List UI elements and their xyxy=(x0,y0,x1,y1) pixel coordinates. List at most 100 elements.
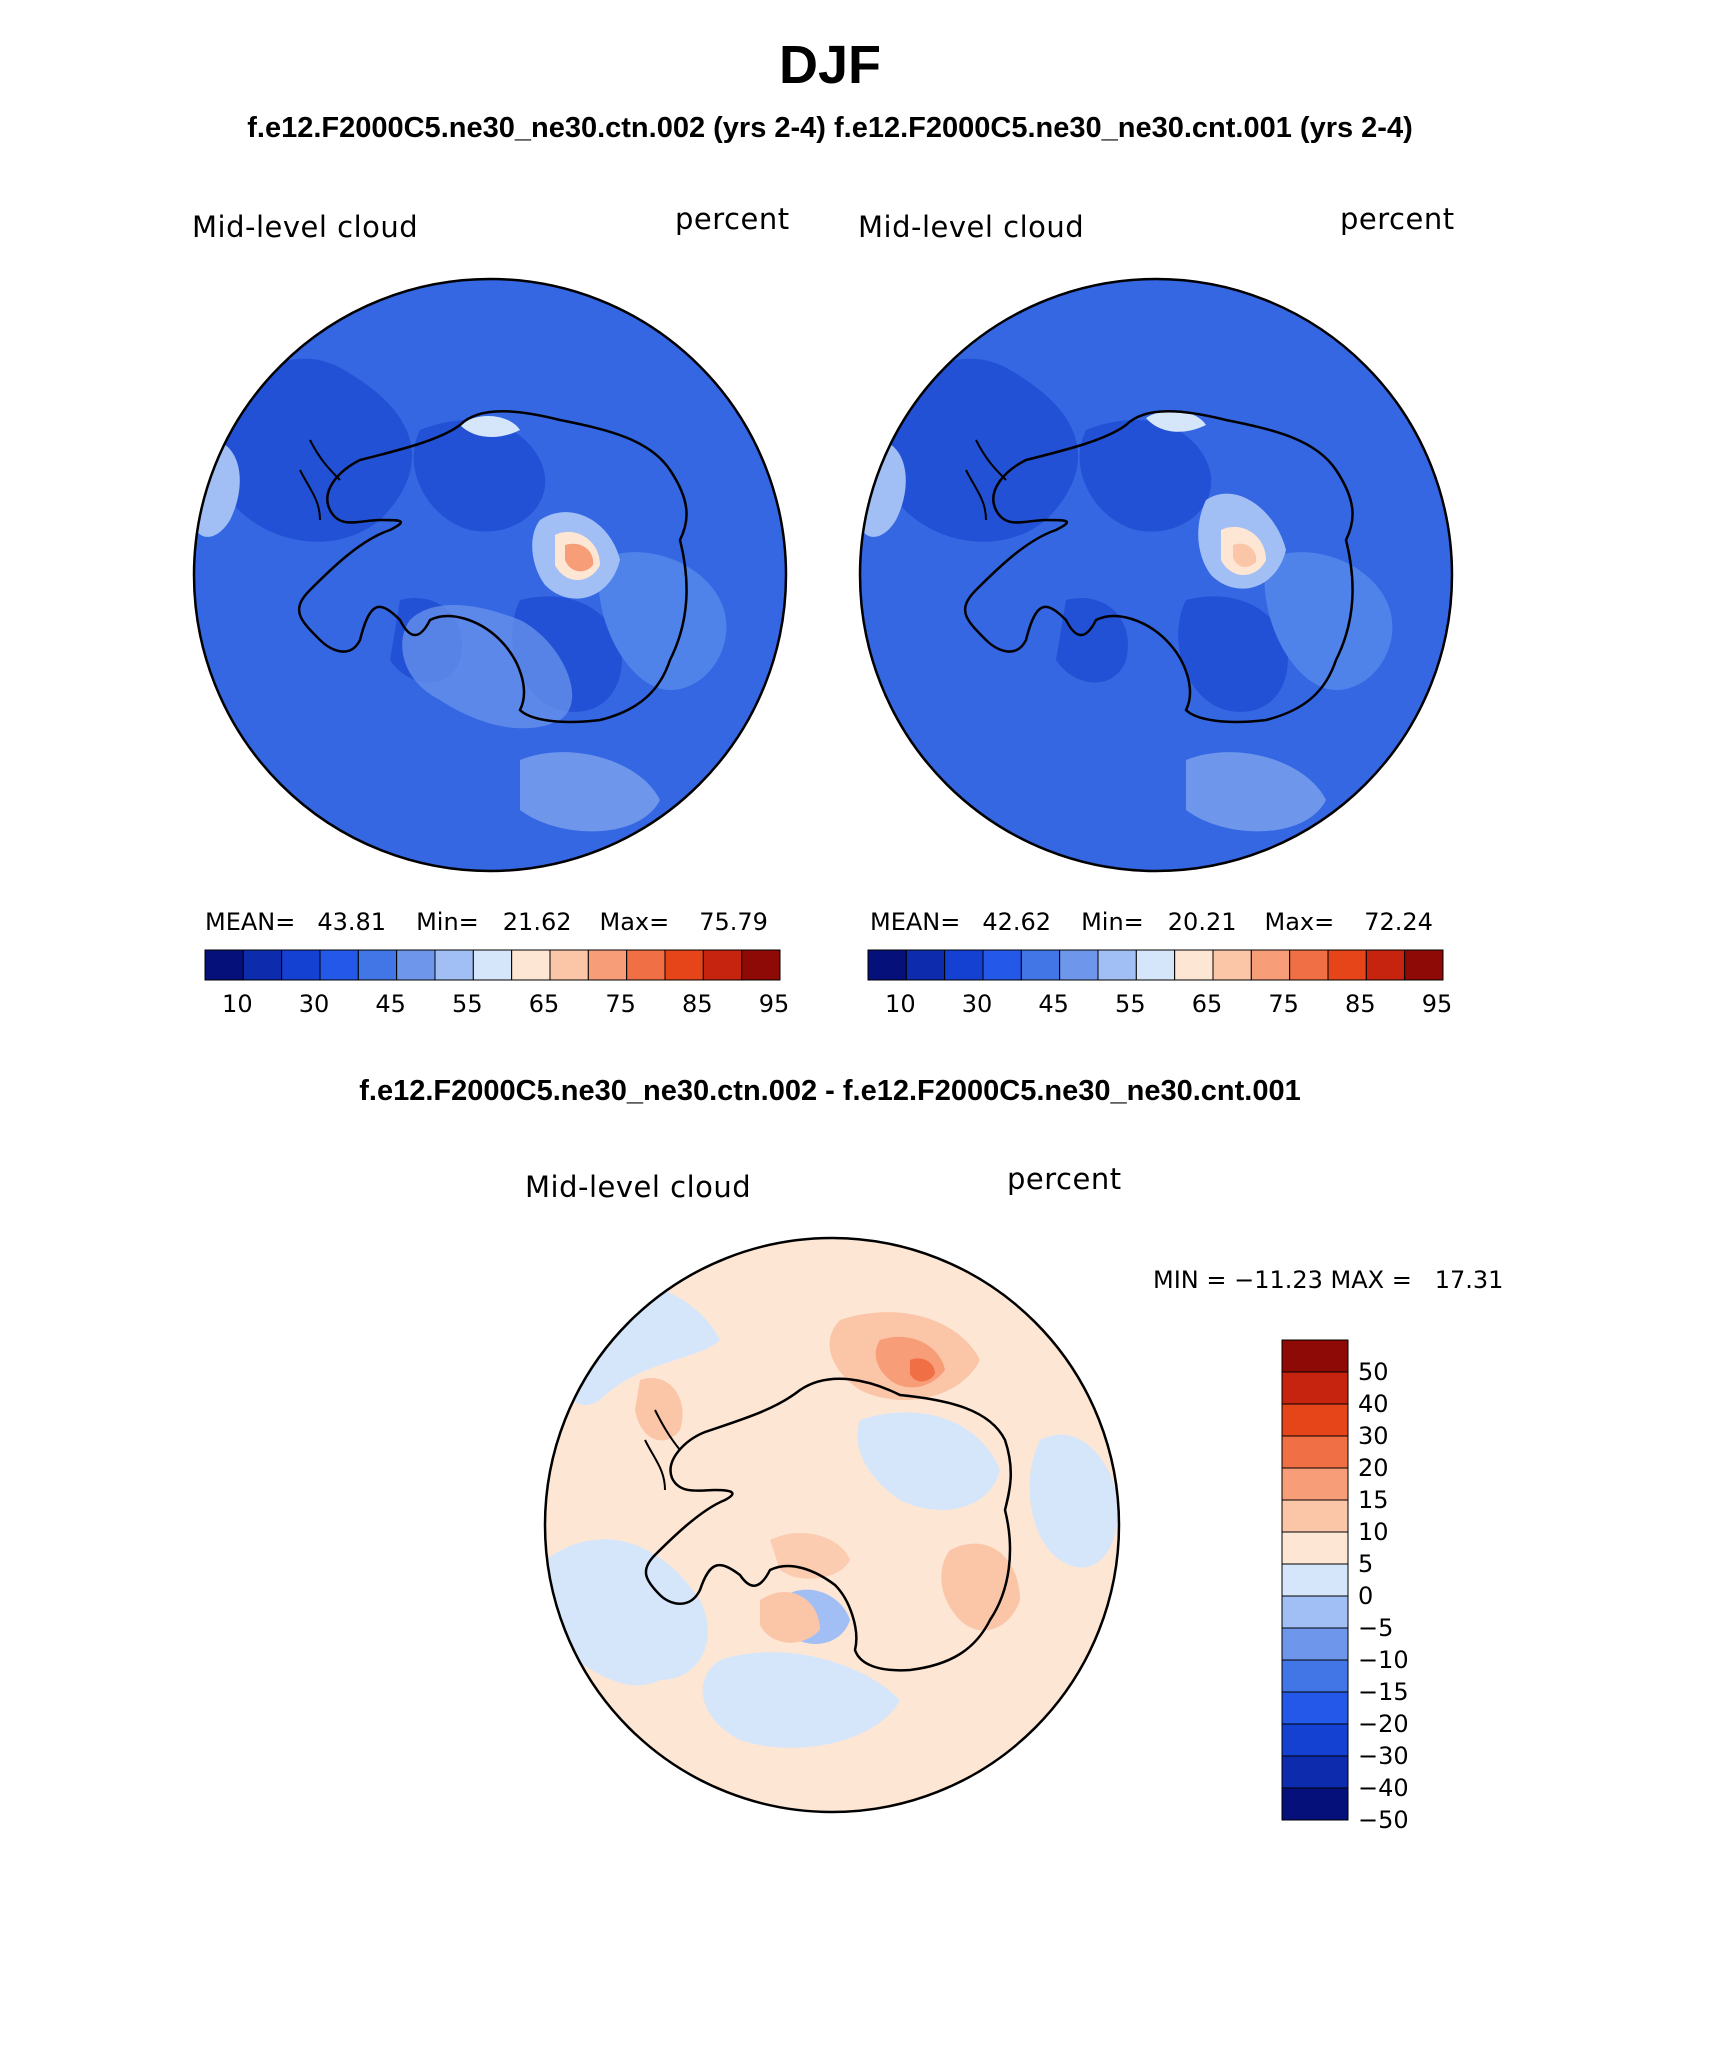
figure-subtitle: f.e12.F2000C5.ne30_ne30.ctn.002 (yrs 2-4… xyxy=(247,112,1413,144)
panel2-colorbar-box xyxy=(1289,949,1329,981)
difference-title: f.e12.F2000C5.ne30_ne30.ctn.002 - f.e12.… xyxy=(359,1075,1301,1107)
panel2-map-border xyxy=(858,277,1454,873)
panel1-colorbar-box xyxy=(357,949,398,981)
panel1-colorbar-box xyxy=(741,949,781,981)
panel2-field-dark-b xyxy=(1079,420,1212,532)
panel1-colorbar-box xyxy=(281,949,321,981)
panel1-field-mid-b xyxy=(598,552,727,690)
panel1-colorbar-box xyxy=(702,949,743,981)
panel3-colorbar-box xyxy=(1281,1371,1349,1405)
panel2-colorbar-tick: 85 xyxy=(1345,990,1376,1018)
panel2-colorbar-box xyxy=(1327,949,1367,981)
panel3-variable-label: Mid-level cloud xyxy=(525,1170,752,1204)
panel3-field-warm-d xyxy=(941,1543,1020,1631)
panel1-colorbar-box xyxy=(434,949,474,981)
panel2-units-label: percent xyxy=(1340,202,1455,236)
panel2-field-light-c xyxy=(1146,410,1206,432)
panel2-colorbar-box xyxy=(1097,949,1137,981)
panel3-units-label: percent xyxy=(1007,1162,1122,1196)
figure-title: DJF xyxy=(778,35,881,95)
panel3-colorbar-tick: −20 xyxy=(1358,1710,1409,1738)
panel2-colorbar-tick: 65 xyxy=(1191,990,1223,1018)
panel3-colorbar-box xyxy=(1281,1435,1349,1469)
panel1-max-value: 75.79 xyxy=(699,908,768,936)
panel3-colorbar-box xyxy=(1281,1403,1349,1437)
panel3-colorbar-tick: −40 xyxy=(1358,1774,1409,1802)
panel2-colorbar-box xyxy=(1212,949,1252,981)
panel1-map-border xyxy=(192,277,788,873)
panel3-colorbar-tick: 0 xyxy=(1358,1582,1374,1610)
panel2-field-mid-c xyxy=(1186,752,1326,832)
panel3-colorbar-box xyxy=(1281,1595,1349,1629)
panel2-colorbar-box xyxy=(905,949,946,981)
panel1-field-light-c xyxy=(460,415,520,437)
panel1-colorbar-box xyxy=(511,949,551,981)
panel3-colorbar-box xyxy=(1281,1563,1349,1597)
panel1-variable-label: Mid-level cloud xyxy=(192,210,419,244)
panel2-field-dark-d xyxy=(1056,598,1128,683)
panel3-colorbar-tick: −5 xyxy=(1358,1614,1394,1642)
panel1-colorbar-tick: 95 xyxy=(758,990,790,1018)
panel3-colorbar-tick: 40 xyxy=(1358,1390,1389,1418)
panel1-max-label: Max= xyxy=(599,908,670,936)
panel1-colorbar-tick: 55 xyxy=(452,990,483,1018)
panel1-colorbar-box xyxy=(204,949,244,981)
panel2-colorbar-tick: 95 xyxy=(1421,990,1453,1018)
panel3-colorbar-box xyxy=(1281,1531,1349,1565)
panel2-colorbar-box xyxy=(1059,949,1099,981)
panel2-max-label: Max= xyxy=(1264,908,1335,936)
panel3-field-cool-c xyxy=(857,1412,1000,1510)
panel3-colorbar-box xyxy=(1281,1755,1349,1789)
panel3-colorbar-tick: 20 xyxy=(1358,1454,1389,1482)
panel1-colorbar-box xyxy=(549,949,589,981)
panel3-coastline xyxy=(644,1377,1013,1672)
panel2-colorbar-box xyxy=(1135,949,1176,981)
panel2-coastline xyxy=(964,410,1354,724)
panel3-peninsula-coast xyxy=(644,1409,681,1491)
panel2-colorbar-tick: 75 xyxy=(1268,990,1299,1018)
panel2-field-warm-b xyxy=(1233,543,1257,567)
panel2-colorbar-box xyxy=(1365,949,1406,981)
panel3-field-warm-f xyxy=(760,1591,820,1643)
panel1-field-dark-b xyxy=(413,420,546,532)
panel3-colorbar-box xyxy=(1281,1787,1349,1821)
panel1-min-label: Min= xyxy=(416,908,479,936)
panel2-colorbar-tick: 45 xyxy=(1038,990,1069,1018)
panel3-colorbar-box xyxy=(1281,1339,1349,1373)
panel1-units-label: percent xyxy=(675,202,790,236)
panel2-variable-label: Mid-level cloud xyxy=(858,210,1085,244)
panel1-map xyxy=(192,277,788,873)
panel2-peninsula-coast xyxy=(965,439,1007,521)
panel2-colorbar-box xyxy=(867,949,907,981)
panel3-colorbar-box xyxy=(1281,1627,1349,1661)
panel3-field-warm-c xyxy=(910,1358,935,1382)
panel2-colorbar-tick: 30 xyxy=(961,990,993,1018)
panel1-colorbar-box xyxy=(396,949,436,981)
panel1-colorbar-tick: 85 xyxy=(682,990,713,1018)
panel2-min-value: 20.21 xyxy=(1167,908,1237,936)
panel1-peninsula-coast xyxy=(299,439,341,521)
panel1-colorbar-tick: 65 xyxy=(528,990,560,1018)
panel1-colorbar-box xyxy=(319,949,359,981)
panel2-colorbar-box xyxy=(1174,949,1214,981)
panel3-colorbar-box xyxy=(1281,1723,1349,1757)
panel2-colorbar-box xyxy=(944,949,984,981)
panel1-colorbar-tick: 75 xyxy=(605,990,636,1018)
panel1-mean-value: 43.81 xyxy=(317,908,387,936)
panel1-stats: MEAN= 43.81 Min= 21.62 Max= 75.79 xyxy=(205,908,768,936)
panel3-colorbar-tick: 15 xyxy=(1358,1486,1389,1514)
panel3-colorbar-tick: 5 xyxy=(1358,1550,1374,1578)
panel1-colorbar-tick: 10 xyxy=(222,990,253,1018)
panel1-coastline xyxy=(298,410,688,724)
panel1-colorbar-box xyxy=(242,949,283,981)
panel2-colorbar-tick: 10 xyxy=(885,990,916,1018)
panel3-colorbar-box xyxy=(1281,1659,1349,1693)
panel2-map xyxy=(858,277,1454,873)
panel3-field-cool-e xyxy=(702,1652,900,1748)
panel3-map-border xyxy=(543,1236,1121,1814)
panel1-mean-label: MEAN= xyxy=(205,908,296,936)
panel1-colorbar-box xyxy=(664,949,704,981)
panel2-field-mid-b xyxy=(1264,552,1393,690)
panel1-colorbar-box xyxy=(472,949,513,981)
